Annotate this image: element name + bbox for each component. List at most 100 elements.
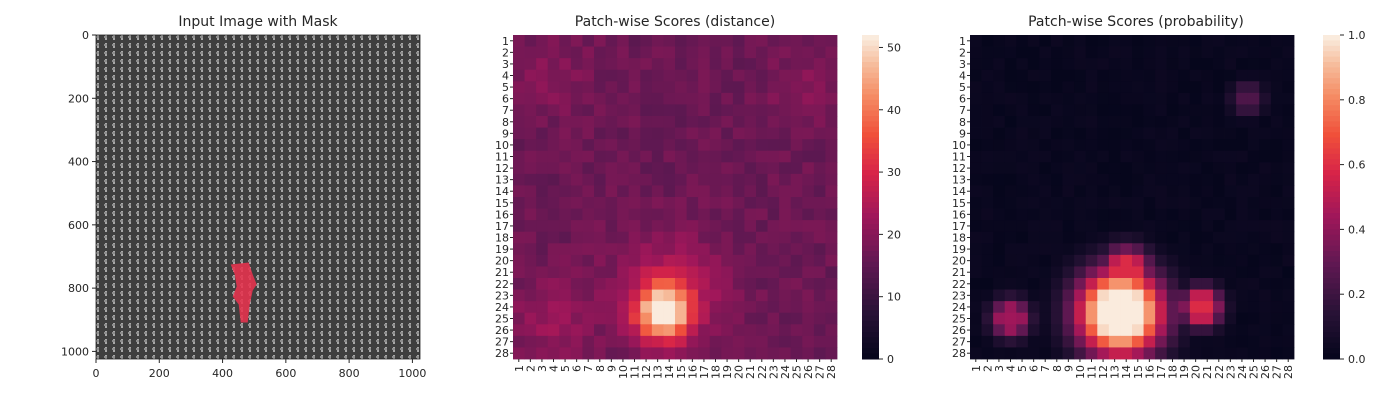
panel-title-distance: Patch-wise Scores (distance) [575, 14, 775, 30]
heatmap-cell [1178, 69, 1191, 82]
heatmap-cell [1120, 116, 1133, 128]
heatmap-cell [993, 92, 1006, 105]
heatmap-cell [732, 289, 745, 302]
heatmap-cell [1236, 278, 1249, 290]
heatmap-cell [1270, 116, 1283, 128]
heatmap-cell [732, 116, 745, 128]
heatmap-cell [1270, 208, 1283, 221]
heatmap-cell [1016, 335, 1029, 348]
heatmap-cell [1108, 197, 1121, 209]
colorbar-segment [1323, 321, 1340, 328]
heatmap-cell [721, 278, 734, 290]
heatmap-cell [1097, 81, 1110, 94]
colorbar-segment [1323, 99, 1340, 106]
col-tick-label: 22 [1213, 365, 1226, 379]
heatmap-cell [744, 46, 757, 59]
heatmap-cell [981, 173, 994, 186]
heatmap-cell [524, 139, 537, 152]
row-tick-label: 15 [952, 197, 966, 210]
colorbar-segment [862, 143, 879, 149]
heatmap-cell [605, 197, 618, 209]
heatmap-cell [524, 324, 537, 337]
heatmap-cell [1201, 127, 1214, 140]
heatmap-cell [732, 324, 745, 337]
heatmap-cell [1062, 266, 1075, 279]
heatmap-cell [1247, 150, 1260, 163]
heatmap-cell [1259, 278, 1272, 290]
heatmap-cell [1166, 347, 1179, 360]
heatmap-cell [698, 116, 711, 128]
heatmap-cell [559, 231, 572, 244]
colorbar-segment [862, 40, 879, 47]
heatmap-cell [686, 266, 699, 279]
heatmap-cell [1178, 347, 1191, 360]
heatmap-cell [1108, 116, 1121, 128]
heatmap-cell [1178, 46, 1191, 59]
heatmap-cell [675, 35, 687, 47]
colorbar-segment [1323, 272, 1340, 279]
heatmap-cell [1282, 208, 1295, 221]
heatmap-cell [582, 173, 595, 186]
heatmap-cell [1166, 254, 1179, 267]
heatmap-cell [970, 116, 982, 128]
heatmap-cell [1004, 312, 1017, 325]
heatmap-cell [698, 69, 711, 82]
heatmap-cell [1016, 104, 1029, 117]
heatmap-cell [802, 185, 815, 198]
heatmap-cell [1097, 35, 1110, 47]
heatmap-cell [825, 243, 838, 256]
heatmap-cell [1120, 220, 1133, 233]
heatmap-cell [1051, 92, 1063, 105]
heatmap-cell [675, 173, 687, 186]
heatmap-cell [970, 104, 982, 117]
heatmap-cell [993, 335, 1006, 348]
heatmap-cell [1108, 220, 1121, 233]
heatmap-cell [570, 162, 583, 175]
row-tick-label: 19 [952, 243, 966, 256]
heatmap-cell [1213, 58, 1225, 71]
heatmap-cell [993, 208, 1006, 221]
heatmap-cell [628, 185, 641, 198]
heatmap-cell [790, 301, 803, 314]
col-tick-label: 4 [548, 365, 561, 372]
heatmap-cell [1259, 312, 1272, 325]
heatmap-cell [779, 139, 792, 152]
heatmap-cell [1270, 139, 1283, 152]
heatmap-cell [1213, 231, 1225, 244]
heatmap-cell [1108, 254, 1121, 267]
colorbar-segment [862, 234, 879, 241]
row-tick-label: 11 [495, 151, 509, 164]
heatmap-cell [605, 139, 618, 152]
heatmap-cell [594, 139, 606, 152]
heatmap-cell [1097, 289, 1110, 302]
heatmap-cell [1178, 231, 1191, 244]
heatmap-cell [1027, 127, 1040, 140]
heatmap-cell [1166, 139, 1179, 152]
heatmap-cell [1259, 243, 1272, 256]
heatmap-cell [1004, 347, 1017, 360]
heatmap-cell [582, 220, 595, 233]
heatmap-cell [651, 312, 664, 325]
heatmap-cell [756, 58, 768, 71]
heatmap-cell [617, 231, 630, 244]
heatmap-cell [1201, 335, 1214, 348]
heatmap-cell [1247, 220, 1260, 233]
heatmap-cell [628, 335, 641, 348]
heatmap-cell [744, 150, 757, 163]
heatmap-cell [1270, 231, 1283, 244]
heatmap-cell [1004, 231, 1017, 244]
heatmap-cell [1270, 81, 1283, 94]
colorbar-segment [862, 110, 879, 117]
colorbar-segment [862, 159, 879, 166]
heatmap-cell [1143, 197, 1156, 209]
colorbar-segment [862, 83, 879, 90]
heatmap-cell [1201, 266, 1214, 279]
colorbar-segment [1323, 283, 1340, 290]
heatmap-cell [640, 92, 653, 105]
heatmap-cell [1270, 312, 1283, 325]
heatmap-cell [1051, 220, 1063, 233]
heatmap-cell [698, 150, 711, 163]
heatmap-cell [698, 266, 711, 279]
heatmap-cell [1143, 278, 1156, 290]
heatmap-cell [1085, 150, 1098, 163]
